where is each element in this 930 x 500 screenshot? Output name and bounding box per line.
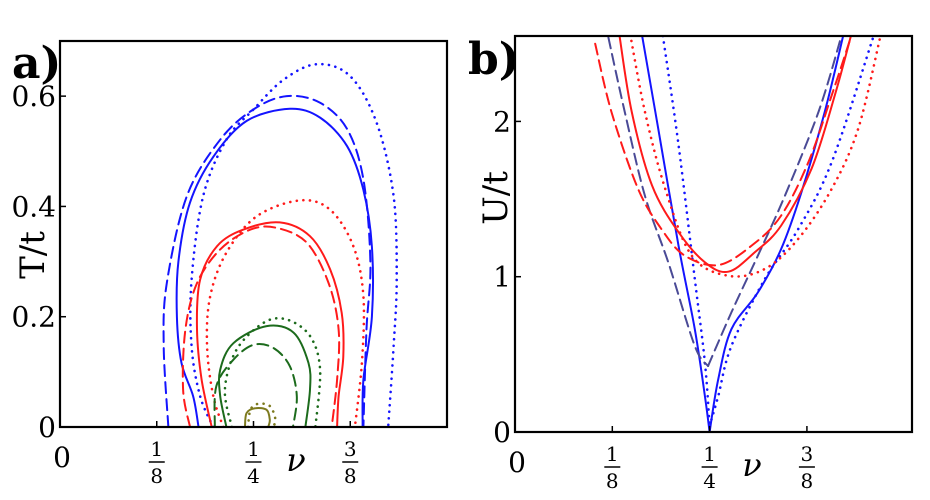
series-green-dotted-8 — [223, 316, 322, 427]
fraction-denominator: 8 — [150, 464, 163, 488]
fraction-numerator: 1 — [150, 437, 163, 461]
y-axis-label: T/t — [13, 231, 53, 279]
y-tick-label: 0.2 — [11, 301, 56, 334]
series-blue-dotted-2 — [189, 62, 399, 427]
series-slate-dashed-4 — [607, 36, 710, 367]
x-tick-fraction: 38 — [342, 437, 359, 488]
y-axis-label: U/t — [476, 171, 516, 225]
series-blue-solid-0 — [175, 107, 374, 427]
x-tick-fraction: 18 — [604, 442, 621, 493]
y-tick-label: 2 — [493, 105, 511, 138]
fraction-numerator: 3 — [344, 437, 357, 461]
fraction-numerator: 3 — [801, 442, 814, 466]
fraction-numerator: 1 — [606, 442, 619, 466]
fraction-denominator: 8 — [344, 464, 357, 488]
series-group — [162, 62, 399, 427]
series-green-dashed-7 — [213, 343, 298, 427]
x-tick-fraction: 38 — [798, 442, 815, 493]
x-tick-fraction: 14 — [701, 442, 718, 493]
x-tick-label: 0 — [53, 441, 71, 474]
series-red-solid-3 — [195, 221, 345, 427]
x-tick-fraction: 18 — [148, 437, 165, 488]
y-tick-label: 1 — [493, 261, 511, 294]
fraction-denominator: 4 — [703, 469, 716, 493]
series-blue-solid-0 — [641, 36, 711, 432]
y-tick-label: 0.4 — [11, 190, 56, 223]
plot-frame — [513, 34, 914, 434]
x-tick-label: 0 — [508, 446, 526, 479]
x-axis-label: ν — [286, 441, 305, 479]
fraction-numerator: 1 — [247, 437, 260, 461]
series-red-dashed-7 — [594, 36, 853, 267]
series-blue-dotted-3 — [708, 36, 875, 428]
series-slate-dashed-5 — [707, 36, 843, 367]
series-olive-solid-9 — [243, 407, 271, 427]
series-red-dashed-4 — [181, 225, 341, 427]
series-blue-solid-1 — [708, 36, 845, 432]
x-tick-fraction: 14 — [245, 437, 262, 488]
series-green-solid-6 — [217, 324, 312, 427]
fraction-denominator: 4 — [247, 464, 260, 488]
series-group — [594, 36, 882, 432]
series-blue-dotted-2 — [661, 36, 711, 428]
series-olive-dotted-10 — [246, 402, 277, 427]
x-axis-label: ν — [742, 446, 761, 484]
panel-label: a) — [12, 38, 61, 89]
y-tick-label: 0.6 — [11, 80, 56, 113]
fraction-numerator: 1 — [703, 442, 716, 466]
y-tick-label: 0 — [38, 411, 56, 444]
series-blue-dashed-1 — [162, 94, 372, 427]
panel-label: b) — [468, 34, 520, 85]
series-red-dotted-5 — [205, 198, 366, 427]
fraction-denominator: 8 — [606, 469, 619, 493]
fraction-denominator: 8 — [801, 469, 814, 493]
plot-frame — [58, 39, 449, 429]
y-tick-label: 0 — [493, 416, 511, 449]
series-red-solid-6 — [618, 36, 852, 274]
